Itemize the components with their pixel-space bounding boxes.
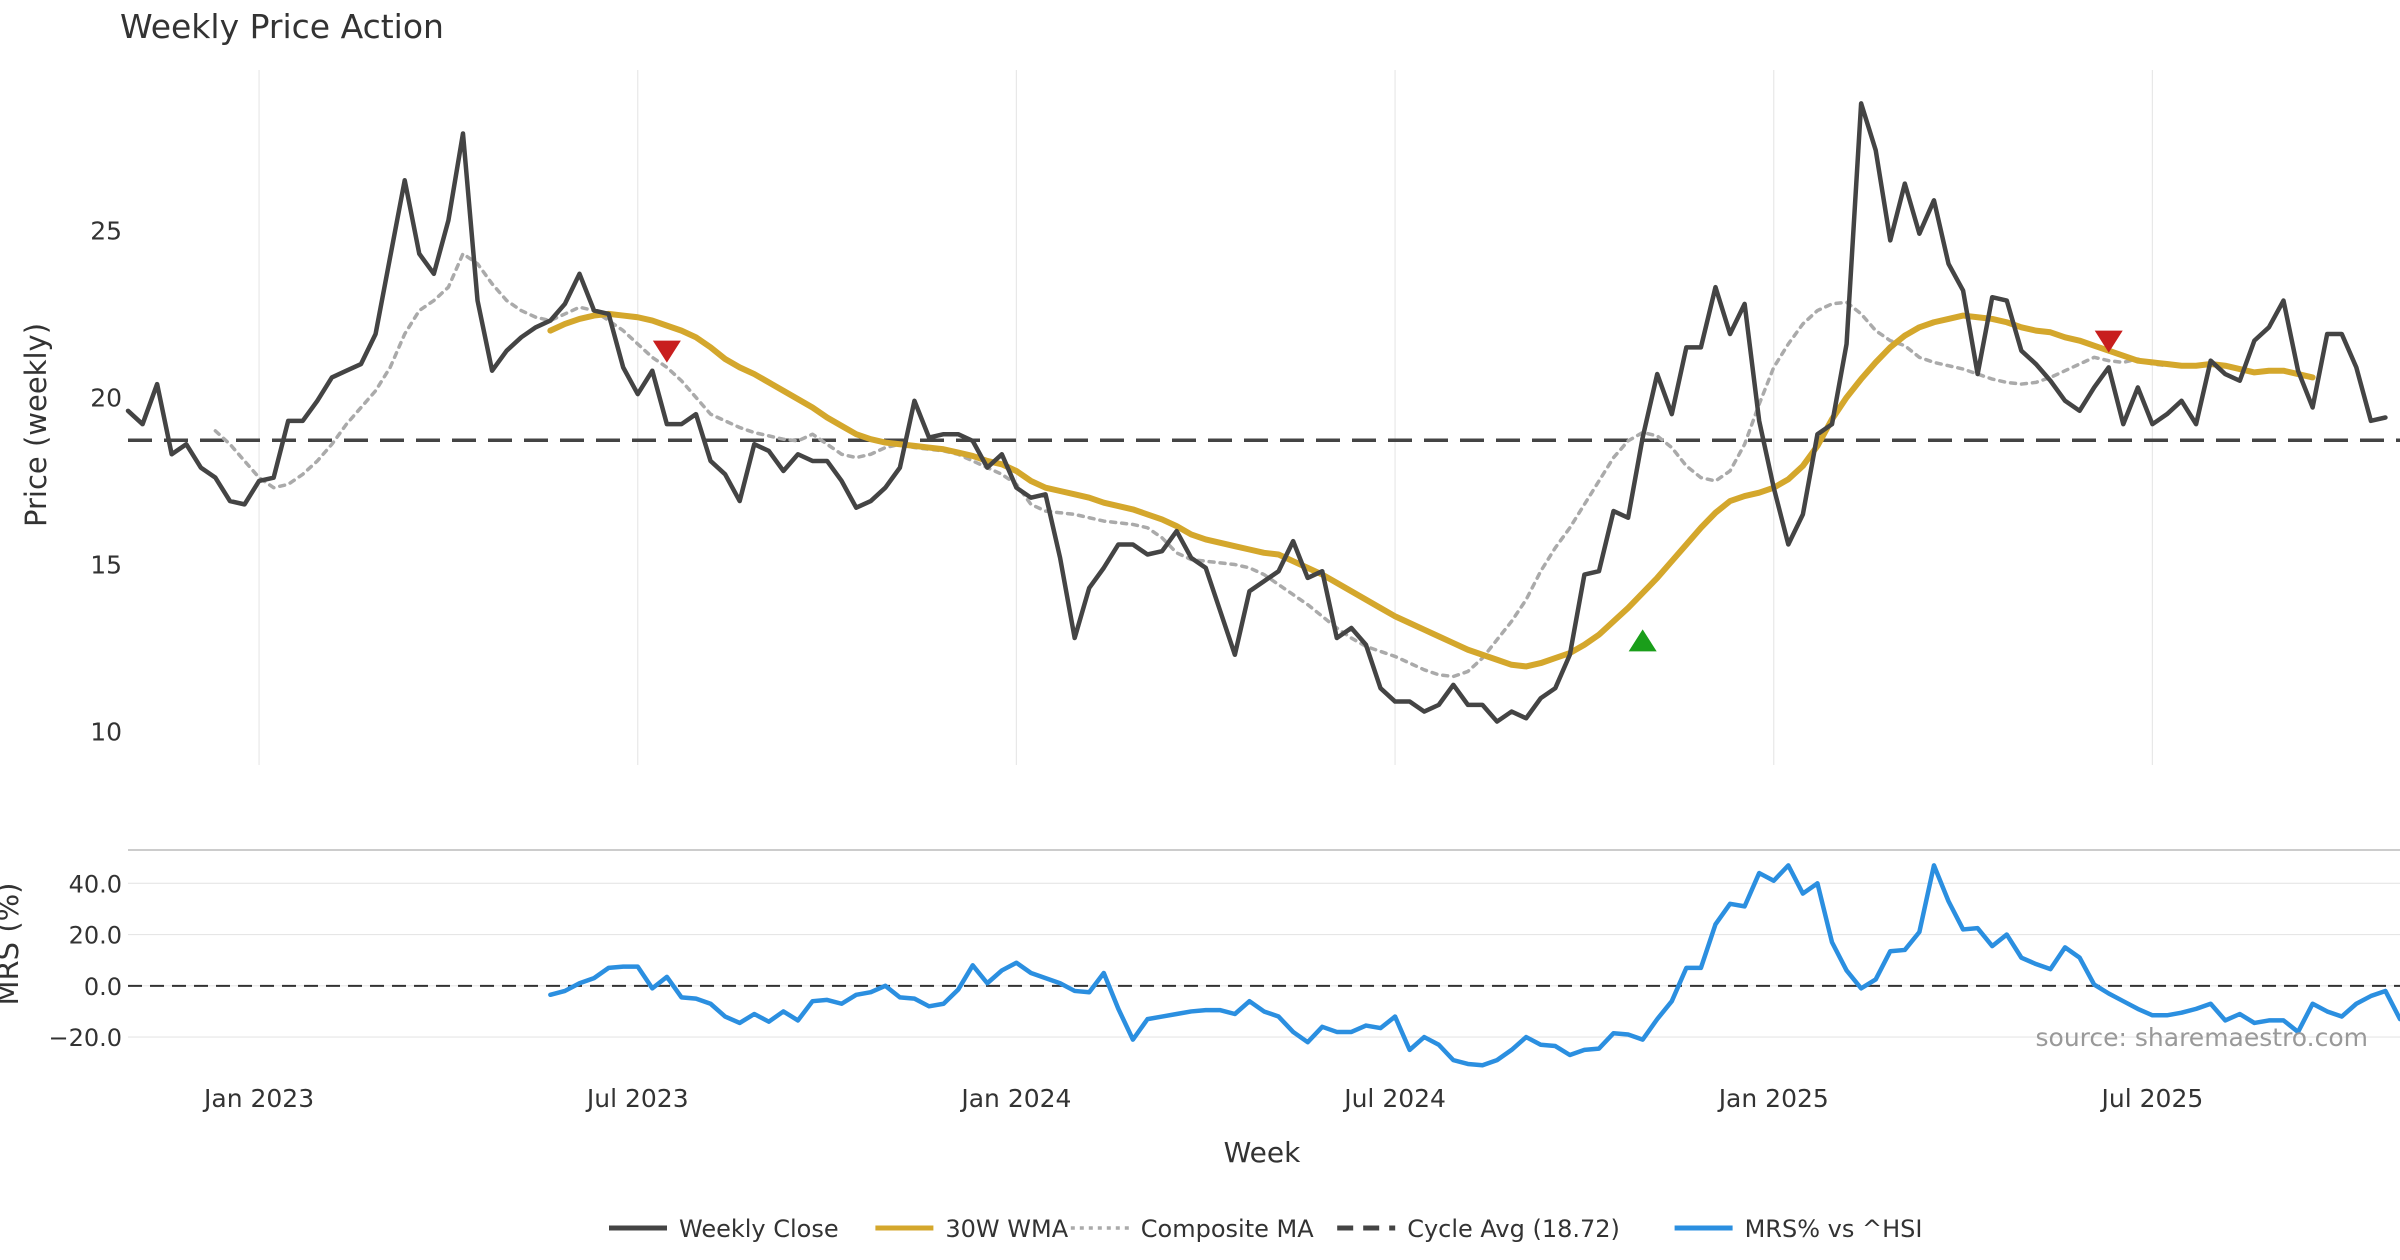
x-tick-label: Jul 2025 xyxy=(2100,1084,2204,1113)
price-panel: 10 15 20 25 Price (weekly) xyxy=(19,70,2400,765)
x-tick-label: Jul 2024 xyxy=(1342,1084,1446,1113)
x-tick-label: Jan 2025 xyxy=(1717,1084,1829,1113)
y-tick-label: 10 xyxy=(90,718,122,747)
y-tick-label: −20.0 xyxy=(48,1024,122,1052)
chart-title: Weekly Price Action xyxy=(120,7,444,46)
legend-label: Cycle Avg (18.72) xyxy=(1407,1215,1620,1243)
mrs-vs-hsi-series-line xyxy=(548,863,2400,1068)
30w-wma-series-line xyxy=(547,310,2316,670)
buy-signal-marker xyxy=(1628,629,1657,652)
weekly-close-series-line xyxy=(125,101,2388,724)
y-tick-label: 20.0 xyxy=(69,922,122,950)
y-tick-label: 25 xyxy=(90,216,122,245)
x-tick-label: Jan 2024 xyxy=(959,1084,1071,1113)
legend-label: 30W WMA xyxy=(945,1215,1068,1243)
x-tick-label: Jan 2023 xyxy=(202,1084,314,1113)
y-tick-label: 15 xyxy=(90,551,122,580)
y-tick-label: 0.0 xyxy=(84,973,122,1001)
legend: Weekly Close 30W WMA Composite MA Cycle Avg… xyxy=(609,1215,1922,1243)
y-tick-label: 40.0 xyxy=(69,870,122,898)
sell-signal-marker xyxy=(2094,330,2123,353)
legend-label: Composite MA xyxy=(1141,1215,1314,1243)
x-tick-label: Jul 2023 xyxy=(585,1084,689,1113)
sell-signal-marker xyxy=(652,340,681,363)
y-axis-label: Price (weekly) xyxy=(19,323,53,527)
x-axis-label: Week xyxy=(1224,1136,1301,1169)
source-annotation: source: sharemaestro.com xyxy=(2036,1023,2369,1052)
y-axis-label: MRS (%) xyxy=(0,883,25,1006)
legend-label: Weekly Close xyxy=(679,1215,839,1243)
mrs-panel: −20.0 0.0 20.0 40.0 MRS (%) source: sharemaes… xyxy=(0,849,2400,1068)
x-axis: Jan 2023 Jul 2023 Jan 2024 Jul 2024 Jan 2025… xyxy=(202,1084,2203,1113)
legend-label: MRS% vs ^HSI xyxy=(1745,1215,1923,1243)
y-tick-label: 20 xyxy=(90,383,122,412)
